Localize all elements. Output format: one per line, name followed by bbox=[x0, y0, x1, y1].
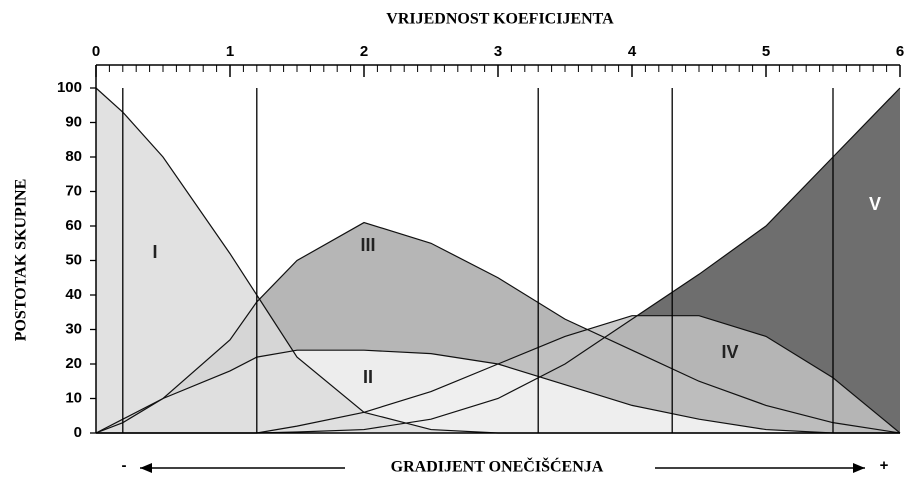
series-line bbox=[95, 221, 901, 434]
y-tick-label: 50 bbox=[65, 251, 82, 268]
y-axis-label: POSTOTAK SKUPINE bbox=[13, 179, 30, 342]
arrow-head-left bbox=[140, 463, 152, 473]
area-label: I bbox=[152, 242, 157, 262]
x-tick-label: 2 bbox=[360, 43, 368, 60]
series-line bbox=[95, 349, 900, 434]
y-tick-label: 30 bbox=[65, 320, 82, 337]
y-tick-label: 100 bbox=[57, 79, 82, 96]
x-tick-label: 1 bbox=[226, 43, 234, 60]
y-tick-label: 20 bbox=[65, 355, 82, 372]
area-label: IV bbox=[721, 342, 738, 362]
y-tick-label: 70 bbox=[65, 182, 82, 199]
y-tick-label: 40 bbox=[65, 286, 82, 303]
y-tick-label: 90 bbox=[65, 113, 82, 130]
area-label: III bbox=[360, 235, 375, 255]
x-tick-label: 5 bbox=[762, 43, 770, 60]
y-tick-label: 60 bbox=[65, 217, 82, 234]
area-label: V bbox=[869, 194, 881, 214]
x-axis-label: GRADIJENT ONEČIŠĆENJA bbox=[391, 457, 604, 476]
area bbox=[96, 88, 900, 433]
x-tick-label: 0 bbox=[92, 43, 100, 60]
y-tick-label: 80 bbox=[65, 148, 82, 165]
x-tick-label: 3 bbox=[494, 43, 502, 60]
gradient-high: + bbox=[880, 457, 889, 474]
gradient-low: - bbox=[122, 457, 127, 474]
y-tick-label: 0 bbox=[74, 424, 82, 441]
x-tick-label: 6 bbox=[896, 43, 904, 60]
y-tick-label: 10 bbox=[65, 389, 82, 406]
arrow-head-right bbox=[853, 463, 865, 473]
area-label: II bbox=[363, 367, 373, 387]
chart-title: VRIJEDNOST KOEFICIJENTA bbox=[386, 11, 614, 28]
x-tick-label: 4 bbox=[628, 43, 637, 60]
